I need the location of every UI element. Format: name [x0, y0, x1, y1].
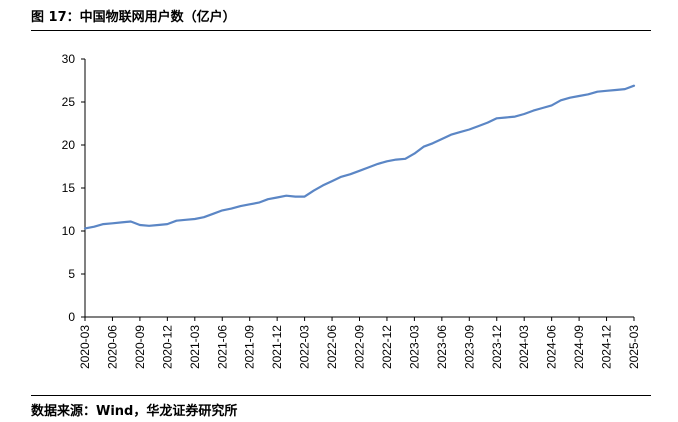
y-tick-label: 25 [62, 95, 76, 109]
x-tick-label: 2020-06 [105, 325, 119, 369]
x-axis-ticks: 2020-03 2020-06 2020-09 2020-12 2021-03 2021-… [78, 317, 641, 369]
bottom-rule [31, 395, 651, 396]
x-tick-label: 2020-03 [78, 325, 92, 369]
top-rule [31, 30, 651, 31]
x-tick-label: 2023-06 [435, 325, 449, 369]
y-axis-ticks: 0 5 10 15 20 25 30 [62, 52, 85, 324]
x-tick-label: 2021-06 [215, 325, 229, 369]
x-tick-label: 2022-09 [353, 325, 367, 369]
x-tick-label: 2025-03 [627, 325, 641, 369]
series-line [83, 84, 636, 230]
y-tick-label: 15 [62, 181, 76, 195]
chart-axes [84, 59, 634, 318]
x-tick-label: 2021-09 [243, 325, 257, 369]
y-tick-label: 10 [62, 224, 76, 238]
source-note: 数据来源：Wind，华龙证券研究所 [31, 404, 238, 419]
x-tick-label: 2024-09 [572, 325, 586, 369]
x-tick-label: 2024-06 [545, 325, 559, 369]
y-tick-label: 5 [68, 267, 75, 281]
x-tick-label: 2021-03 [188, 325, 202, 369]
y-tick-label: 0 [68, 310, 75, 324]
x-tick-label: 2022-03 [298, 325, 312, 369]
x-tick-label: 2022-12 [380, 325, 394, 369]
x-tick-label: 2021-12 [270, 325, 284, 369]
x-tick-label: 2020-12 [160, 325, 174, 369]
x-tick-label: 2023-03 [407, 325, 421, 369]
x-tick-label: 2024-12 [600, 325, 614, 369]
x-tick-label: 2020-09 [133, 325, 147, 369]
x-tick-label: 2023-12 [490, 325, 504, 369]
y-tick-label: 30 [62, 52, 76, 66]
x-tick-label: 2024-03 [517, 325, 531, 369]
x-tick-label: 2023-09 [462, 325, 476, 369]
chart-title: 图 17：中国物联网用户数（亿户） [31, 10, 236, 25]
x-tick-label: 2022-06 [325, 325, 339, 369]
y-tick-label: 20 [62, 138, 76, 152]
